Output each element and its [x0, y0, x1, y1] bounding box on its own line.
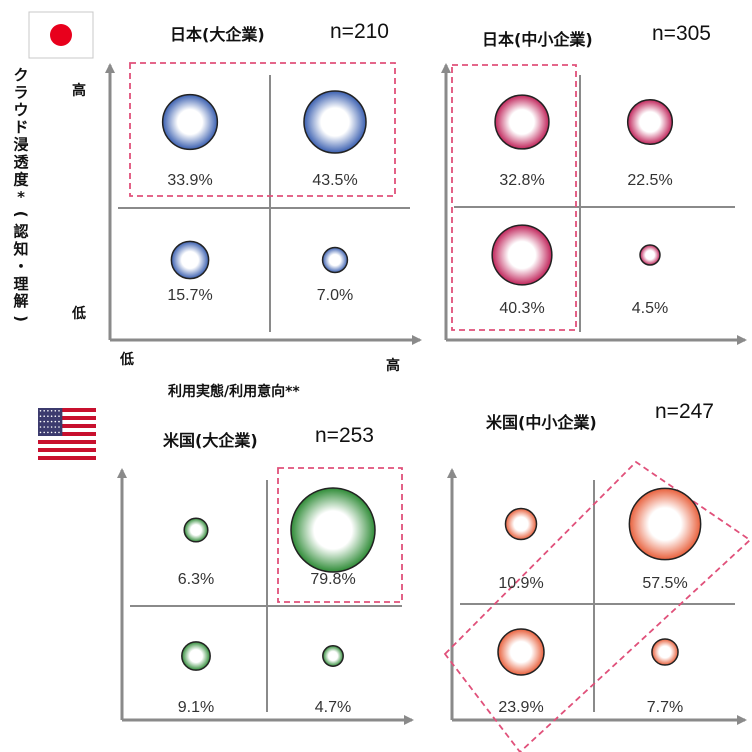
bubble-label: 23.9%	[498, 699, 543, 716]
bubble-label: 4.7%	[315, 699, 351, 716]
bubble-high-low	[504, 507, 538, 541]
y-low-label: 低	[71, 305, 86, 322]
bubble-label: 33.9%	[167, 172, 212, 189]
highlight-box	[277, 467, 403, 603]
bubble-low-low	[491, 224, 553, 286]
quadrant-panel-2: 32.8% 22.5% 40.3% 4.5%	[441, 63, 747, 345]
bubble-high-high	[626, 98, 674, 146]
panel-title-japan-large: 日本(大企業)	[170, 25, 265, 44]
bubble-high-high	[303, 90, 367, 154]
bubble-high-low	[183, 517, 209, 543]
bubble-label: 6.3%	[178, 571, 214, 588]
y-axis-title-char: (	[12, 211, 30, 218]
bubble-low-low	[497, 628, 545, 676]
highlight-box	[129, 62, 396, 197]
bubble-label: 32.8%	[499, 172, 544, 189]
bubble-low-high	[639, 244, 661, 266]
y-axis-title-char: ・	[13, 257, 28, 275]
y-axis-title-char: 度	[13, 170, 29, 188]
bubble-label: 40.3%	[499, 300, 544, 317]
highlight-box	[451, 64, 577, 331]
us-flag	[38, 408, 96, 460]
y-axis-title-char: 浸	[13, 136, 28, 154]
japan-flag	[28, 11, 94, 59]
bubble-low-high	[321, 246, 349, 274]
bubble-label: 79.8%	[310, 571, 355, 588]
bubble-high-high	[628, 487, 702, 561]
bubble-high-high	[290, 487, 376, 573]
bubble-label: 15.7%	[167, 287, 212, 304]
panel-n-us-large: n=253	[315, 424, 374, 447]
y-axis-title-char: *	[17, 188, 25, 206]
bubble-low-high	[322, 645, 344, 667]
bubble-low-low	[170, 240, 210, 280]
y-axis-title-char: 透	[13, 153, 29, 171]
highlight-box	[443, 460, 752, 752]
bubble-label: 22.5%	[627, 172, 672, 189]
bubble-label: 4.5%	[632, 300, 668, 317]
x-high-label: 高	[386, 357, 400, 374]
y-axis-title-char: 解	[13, 292, 28, 310]
y-axis-title-char: 知	[13, 240, 28, 258]
y-axis-title-char: 理	[13, 275, 28, 293]
y-axis-title-char: ド	[13, 118, 28, 136]
bubble-low-high	[651, 638, 679, 666]
y-high-label: 高	[72, 82, 86, 99]
panel-n-japan-sme: n=305	[652, 22, 711, 45]
bubble-label: 57.5%	[642, 575, 687, 592]
bubble-high-low	[161, 93, 219, 151]
y-axis-title-char: 認	[13, 223, 28, 241]
bubble-label: 43.5%	[312, 172, 357, 189]
bubble-label: 10.9%	[498, 575, 543, 592]
panel-n-us-sme: n=247	[655, 400, 714, 423]
panels-group: 33.9% 43.5% 15.7% 7.0% 32.8% 22.5% 40.3% 4.5% 6.…	[105, 62, 752, 752]
bubble-low-low	[181, 641, 211, 671]
x-low-label: 低	[119, 351, 134, 368]
bubble-high-low	[494, 94, 550, 150]
panel-title-us-large: 米国(大企業)	[163, 431, 258, 450]
panel-title-us-sme: 米国(中小企業)	[486, 413, 597, 432]
quadrant-panel-3: 6.3% 79.8% 9.1% 4.7%	[117, 467, 414, 725]
bubble-label: 7.0%	[317, 287, 353, 304]
y-axis-title-char: ウ	[13, 101, 28, 119]
panel-title-japan-sme: 日本(中小企業)	[482, 30, 593, 49]
bubble-label: 9.1%	[178, 699, 214, 716]
y-axis-title-char: )	[12, 315, 30, 322]
quadrant-panel-4: 10.9% 57.5% 23.9% 7.7%	[443, 460, 752, 752]
panel-n-japan-large: n=210	[330, 20, 389, 43]
x-axis-title: 利用実態/利用意向**	[168, 383, 300, 400]
quadrant-panel-1: 33.9% 43.5% 15.7% 7.0%	[105, 62, 422, 345]
y-axis-title-char: ク	[13, 66, 28, 84]
y-axis-title-char: ラ	[13, 83, 28, 101]
bubble-label: 7.7%	[647, 699, 683, 716]
